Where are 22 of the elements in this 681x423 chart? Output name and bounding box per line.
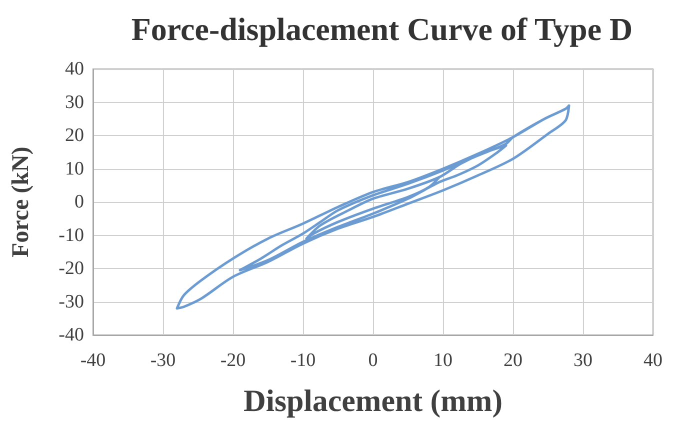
x-tick-label: -20	[220, 350, 246, 371]
x-axis-title: Displacement (mm)	[243, 383, 503, 418]
line-series	[176, 104, 570, 310]
y-tick-label: 0	[74, 192, 84, 212]
y-tick-label: -20	[58, 258, 84, 279]
x-tick-label: 0	[368, 350, 378, 371]
y-tick-label: 20	[65, 125, 84, 146]
y-tick-label: -40	[58, 324, 84, 346]
y-axis-title: Force (kN)	[8, 146, 34, 258]
y-tick-label: -30	[58, 291, 84, 312]
chart-title: Force-displacement Curve of Type D	[131, 11, 633, 47]
x-tick-label: 20	[504, 350, 522, 371]
x-tick-label: -30	[150, 350, 176, 371]
x-tick-label: 10	[434, 350, 452, 371]
y-tick-label: -10	[58, 224, 84, 246]
y-tick-label: 40	[65, 58, 84, 80]
y-tick-label: 10	[65, 158, 84, 180]
x-tick-label: -10	[290, 350, 316, 371]
y-tick-label: 30	[65, 92, 84, 113]
x-tick-label: -40	[80, 350, 106, 371]
x-tick-label: 40	[644, 350, 662, 371]
x-tick-label: 30	[574, 350, 592, 371]
